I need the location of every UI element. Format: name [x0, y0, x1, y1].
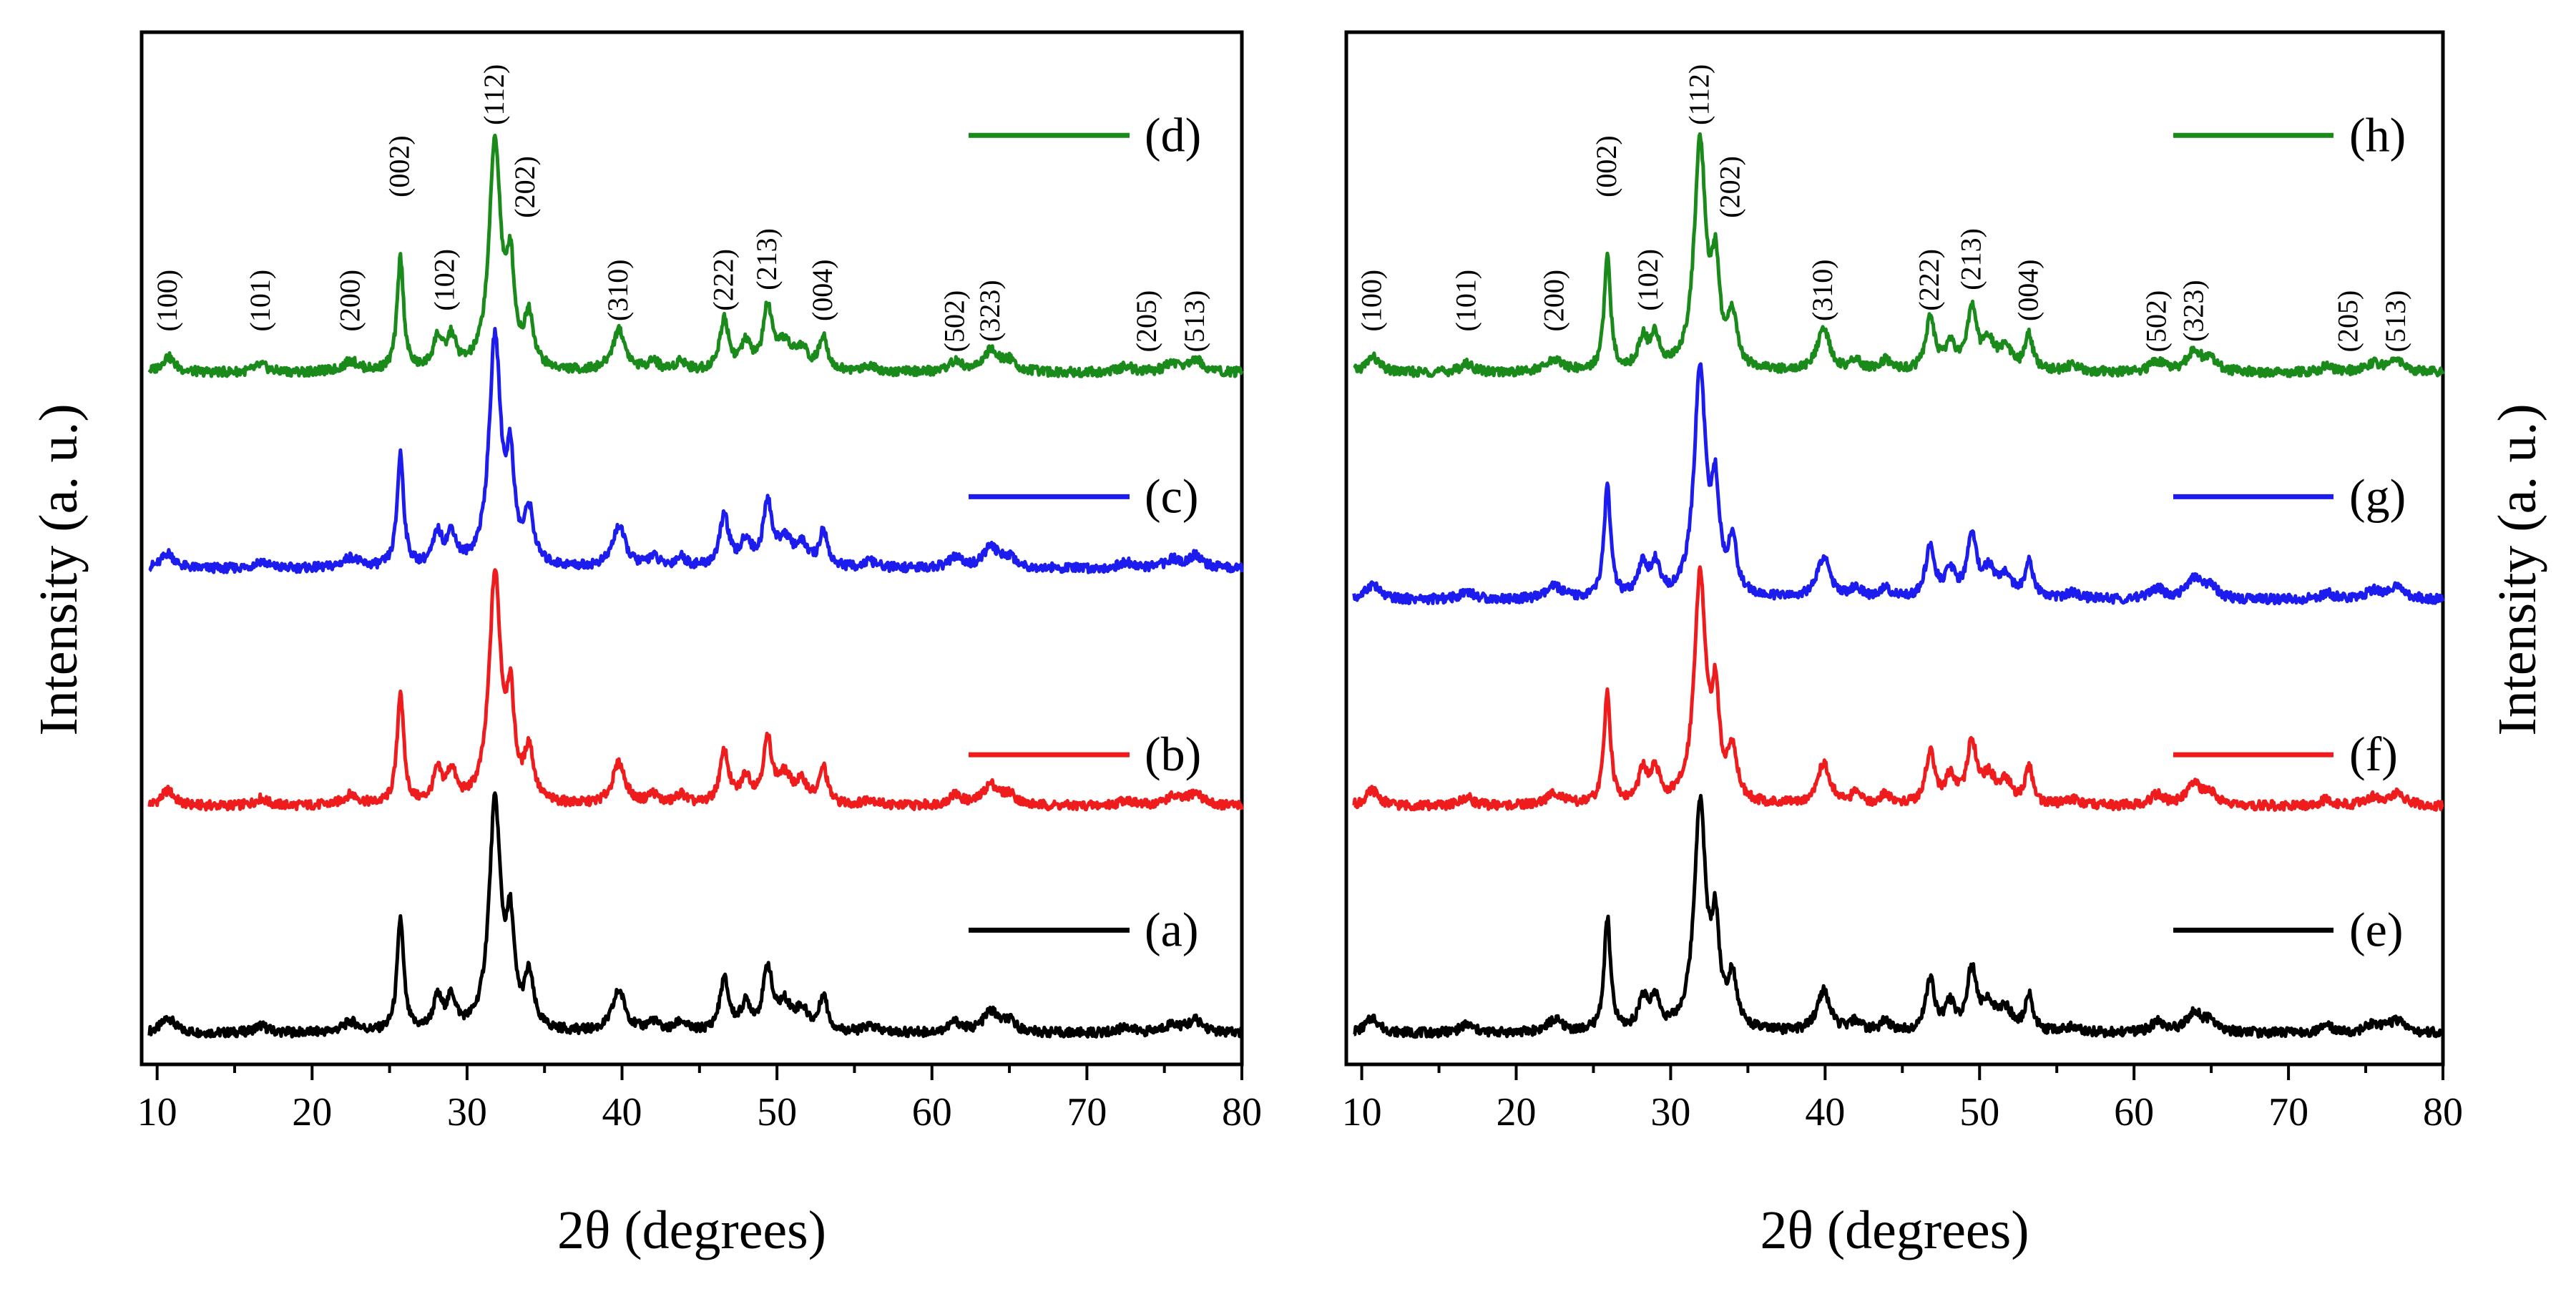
- x-axis-title: 2θ (degrees): [557, 1200, 826, 1260]
- peak-hkl-label: (310): [1806, 259, 1838, 321]
- peak-hkl-label: (112): [1683, 64, 1715, 125]
- peak-hkl-label: (513): [1178, 290, 1210, 353]
- legend-label: (b): [1145, 727, 1201, 781]
- series-line: [148, 327, 1244, 574]
- peak-hkl-label: (102): [428, 249, 461, 311]
- x-tick-label: 10: [1342, 1090, 1382, 1134]
- peak-hkl-label: (310): [602, 259, 634, 321]
- peak-hkl-label: (102): [1632, 249, 1664, 311]
- x-tick-label: 30: [1650, 1090, 1690, 1134]
- x-tick-label: 30: [447, 1090, 487, 1134]
- x-tick-label: 10: [137, 1090, 177, 1134]
- peak-hkl-label: (101): [1449, 270, 1482, 332]
- peak-hkl-label: (222): [707, 249, 739, 311]
- peak-hkl-label: (213): [1954, 228, 1987, 290]
- peak-hkl-label: (002): [383, 135, 416, 197]
- series-line: [147, 568, 1244, 812]
- peak-hkl-label: (112): [478, 64, 510, 125]
- plot-frame: [1344, 30, 2445, 1067]
- x-tick-label: 60: [2114, 1090, 2154, 1134]
- legend-label: (a): [1145, 902, 1198, 956]
- series-line: [147, 791, 1244, 1039]
- left-panel: 10 20 30 40 50 60 70 80 2θ (degrees) Intensity (a…: [29, 30, 1262, 1260]
- legend-label: (g): [2349, 469, 2406, 523]
- peak-hkl-label: (205): [2331, 290, 2364, 353]
- peak-hkl-label: (323): [2177, 280, 2209, 342]
- x-tick-label: 40: [1805, 1090, 1845, 1134]
- x-tick-label: 80: [2423, 1090, 2463, 1134]
- peak-hkl-label: (202): [1714, 156, 1746, 218]
- series-line: [1352, 565, 2444, 812]
- peak-hkl-label: (100): [151, 270, 183, 332]
- legend-label: (c): [1145, 469, 1198, 523]
- plot-frame: [139, 30, 1244, 1067]
- x-tick-label: 40: [602, 1090, 642, 1134]
- peak-hkl-label: (004): [2012, 259, 2044, 321]
- peak-hkl-label: (502): [2140, 290, 2173, 353]
- peak-hkl-label: (004): [806, 259, 838, 321]
- x-tick-label: 80: [1222, 1090, 1262, 1134]
- peak-hkl-label: (222): [1913, 249, 1945, 311]
- peak-hkl-label: (200): [1537, 270, 1569, 332]
- legend-label: (f): [2349, 727, 2398, 781]
- series-line: [1352, 362, 2445, 606]
- legend-label: (e): [2349, 902, 2403, 956]
- x-tick-label: 20: [292, 1090, 332, 1134]
- peak-hkl-label: (323): [974, 280, 1006, 342]
- x-tick-label: 50: [1959, 1090, 1999, 1134]
- x-tick-label: 50: [757, 1090, 797, 1134]
- peak-hkl-label: (205): [1130, 290, 1162, 353]
- peak-hkl-label: (002): [1590, 135, 1622, 197]
- peak-hkl-label: (200): [333, 270, 366, 332]
- x-tick-label: 60: [912, 1090, 952, 1134]
- x-tick-label: 70: [2268, 1090, 2308, 1134]
- x-axis-title: 2θ (degrees): [1760, 1200, 2029, 1260]
- peak-hkl-label: (101): [244, 270, 276, 332]
- x-tick-label: 70: [1067, 1090, 1107, 1134]
- series-line: [147, 133, 1244, 378]
- peak-hkl-label: (100): [1356, 270, 1388, 332]
- series-line: [1353, 793, 2445, 1039]
- series-line: [1353, 132, 2445, 378]
- x-tick-label: 20: [1497, 1090, 1537, 1134]
- legend-label: (h): [2349, 107, 2406, 162]
- y-axis-title: Intensity (a. u.): [2487, 403, 2547, 735]
- legend-label: (d): [1145, 107, 1201, 162]
- peak-hkl-label: (202): [509, 156, 541, 218]
- peak-hkl-label: (513): [2379, 290, 2411, 353]
- right-panel: 10 20 30 40 50 60 70 80 2θ (degrees) Intensity (a…: [1342, 30, 2547, 1260]
- y-axis-title: Intensity (a. u.): [29, 403, 89, 735]
- peak-hkl-label: (213): [750, 228, 783, 290]
- peak-hkl-label: (502): [938, 290, 970, 353]
